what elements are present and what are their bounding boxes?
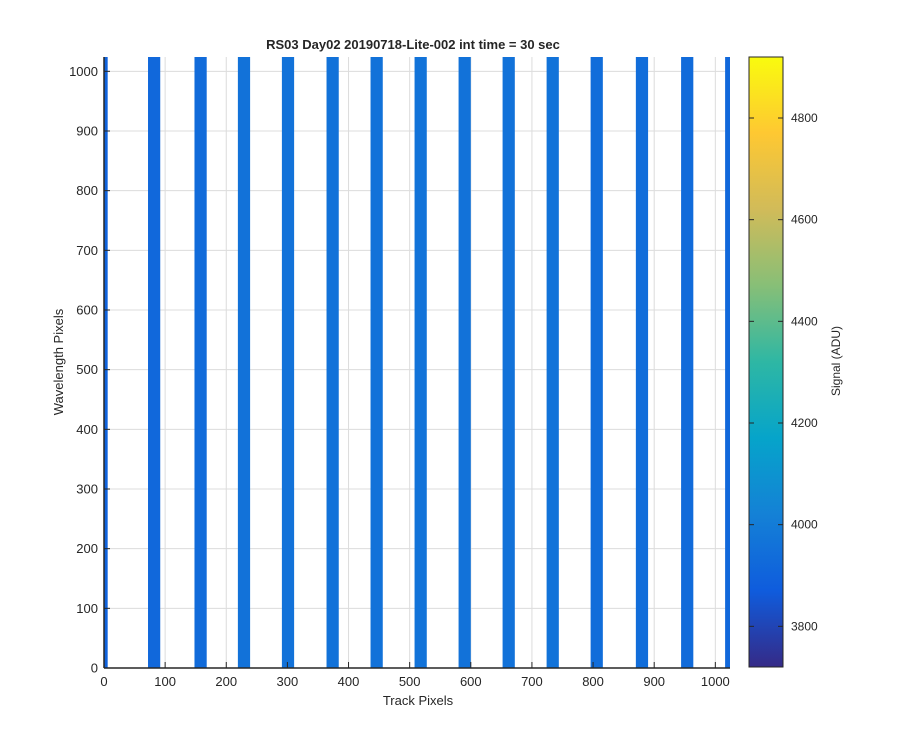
heatmap-band <box>458 57 471 668</box>
x-axis: 0 100 200 300 400 500 600 700 800 900 1000 <box>100 662 730 689</box>
x-tick-label: 700 <box>521 674 543 689</box>
colorbar-tick-label: 3800 <box>791 619 818 633</box>
x-tick-label: 600 <box>460 674 482 689</box>
y-tick-label: 500 <box>76 362 98 377</box>
heatmap-band <box>148 57 161 668</box>
heatmap-band <box>725 57 730 668</box>
heatmap-band <box>370 57 383 668</box>
plot-area <box>103 57 730 669</box>
y-tick-label: 0 <box>91 661 98 676</box>
y-tick-label: 800 <box>76 183 98 198</box>
colorbar-tick-label: 4600 <box>791 213 818 227</box>
colorbar-tick-label: 4400 <box>791 314 818 328</box>
y-tick-label: 200 <box>76 541 98 556</box>
heatmap-band <box>237 57 251 668</box>
y-tick-label: 600 <box>76 302 98 317</box>
heatmap-band <box>502 57 515 668</box>
heatmap-band <box>590 57 603 668</box>
x-tick-label: 900 <box>643 674 665 689</box>
colorbar-label: Signal (ADU) <box>829 326 843 396</box>
x-tick-label: 300 <box>277 674 299 689</box>
y-axis: 0 100 200 300 400 500 600 700 800 900 1000 <box>69 57 110 676</box>
x-tick-label: 100 <box>154 674 176 689</box>
chart-title: RS03 Day02 20190718-Lite-002 int time = … <box>266 37 560 52</box>
colorbar-gradient <box>748 56 784 668</box>
x-tick-label: 800 <box>582 674 604 689</box>
colorbar-tick-label: 4200 <box>791 416 818 430</box>
heatmap-band <box>414 57 427 668</box>
y-tick-label: 1000 <box>69 64 98 79</box>
heatmap-band <box>681 57 694 668</box>
x-tick-label: 0 <box>100 674 107 689</box>
x-tick-label: 400 <box>338 674 360 689</box>
colorbar-tick-label: 4000 <box>791 518 818 532</box>
x-tick-label: 500 <box>399 674 421 689</box>
y-tick-label: 900 <box>76 123 98 138</box>
x-tick-label: 1000 <box>701 674 730 689</box>
heatmap-band <box>104 57 108 668</box>
x-axis-label: Track Pixels <box>383 693 454 708</box>
heatmap-band <box>546 57 559 668</box>
y-tick-label: 100 <box>76 601 98 616</box>
y-tick-label: 400 <box>76 422 98 437</box>
heatmap-band <box>281 57 295 668</box>
colorbar-tick-label: 4800 <box>791 111 818 125</box>
heatmap-band <box>194 57 207 668</box>
y-axis-label: Wavelength Pixels <box>51 308 66 415</box>
y-tick-label: 300 <box>76 481 98 496</box>
heatmap-band <box>635 57 649 668</box>
heatmap-band <box>326 57 339 668</box>
colorbar: 3800 4000 4200 4400 4600 4800 <box>748 56 818 668</box>
x-tick-label: 200 <box>215 674 237 689</box>
y-tick-label: 700 <box>76 243 98 258</box>
